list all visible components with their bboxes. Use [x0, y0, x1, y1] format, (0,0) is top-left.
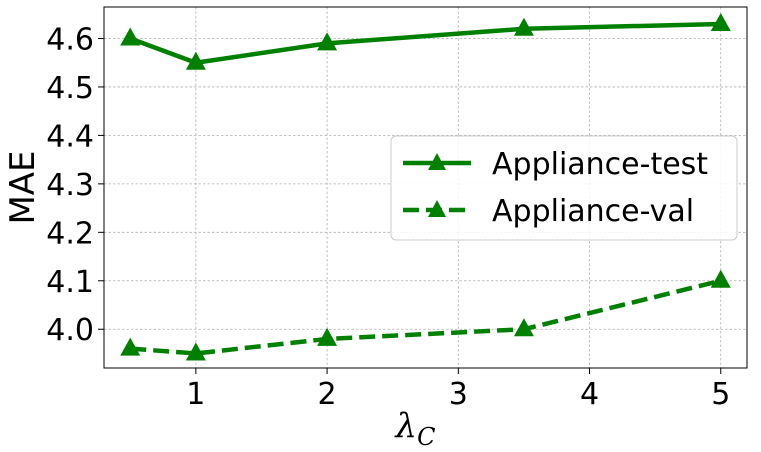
y-tick-label: 4.4: [46, 119, 94, 154]
y-axis-ticks: 4.0 4.1 4.2 4.3 4.4 4.5 4.6: [46, 22, 104, 348]
x-axis-label-subscript: C: [417, 423, 435, 451]
series-line-appliance-test: [129, 21, 721, 65]
x-tick-label: 1: [186, 377, 205, 412]
legend-marker-appliance-test: [428, 153, 446, 170]
series-layer: [120, 12, 731, 361]
data-point-appliance-val: [120, 337, 141, 356]
x-tick-label: 5: [711, 377, 730, 412]
y-axis-label: MAE: [3, 150, 43, 224]
legend-marker-appliance-val: [428, 200, 446, 217]
x-axis-label: λC: [394, 406, 436, 451]
legend-box: [390, 135, 738, 241]
y-tick-label: 4.1: [46, 265, 94, 300]
y-tick-label: 4.3: [46, 168, 94, 203]
data-point-appliance-test: [317, 32, 338, 51]
data-point-appliance-test: [710, 12, 731, 31]
x-tick-label: 2: [318, 377, 337, 412]
legend: Appliance-test Appliance-val: [390, 135, 738, 241]
x-axis-ticks: 1 2 3 4 5: [186, 368, 730, 412]
x-axis-label-symbol: λ: [394, 406, 418, 446]
data-point-appliance-val: [513, 318, 534, 337]
plot-frame: [103, 6, 748, 369]
y-tick-label: 4.2: [46, 216, 94, 251]
legend-label-appliance-test: Appliance-test: [492, 147, 708, 182]
y-tick-label: 4.5: [46, 71, 94, 106]
x-tick-label: 4: [580, 377, 599, 412]
series-line-appliance-val: [130, 278, 722, 356]
y-tick-label: 4.6: [46, 22, 94, 57]
data-point-appliance-test: [185, 51, 206, 70]
data-point-appliance-val: [317, 327, 338, 346]
data-point-appliance-val: [710, 269, 731, 288]
data-point-appliance-test: [120, 27, 141, 46]
data-point-appliance-val: [185, 342, 206, 361]
data-point-appliance-test: [513, 17, 534, 36]
x-tick-label: 3: [449, 377, 468, 412]
legend-label-appliance-val: Appliance-val: [492, 194, 694, 229]
y-tick-label: 4.0: [46, 313, 94, 348]
